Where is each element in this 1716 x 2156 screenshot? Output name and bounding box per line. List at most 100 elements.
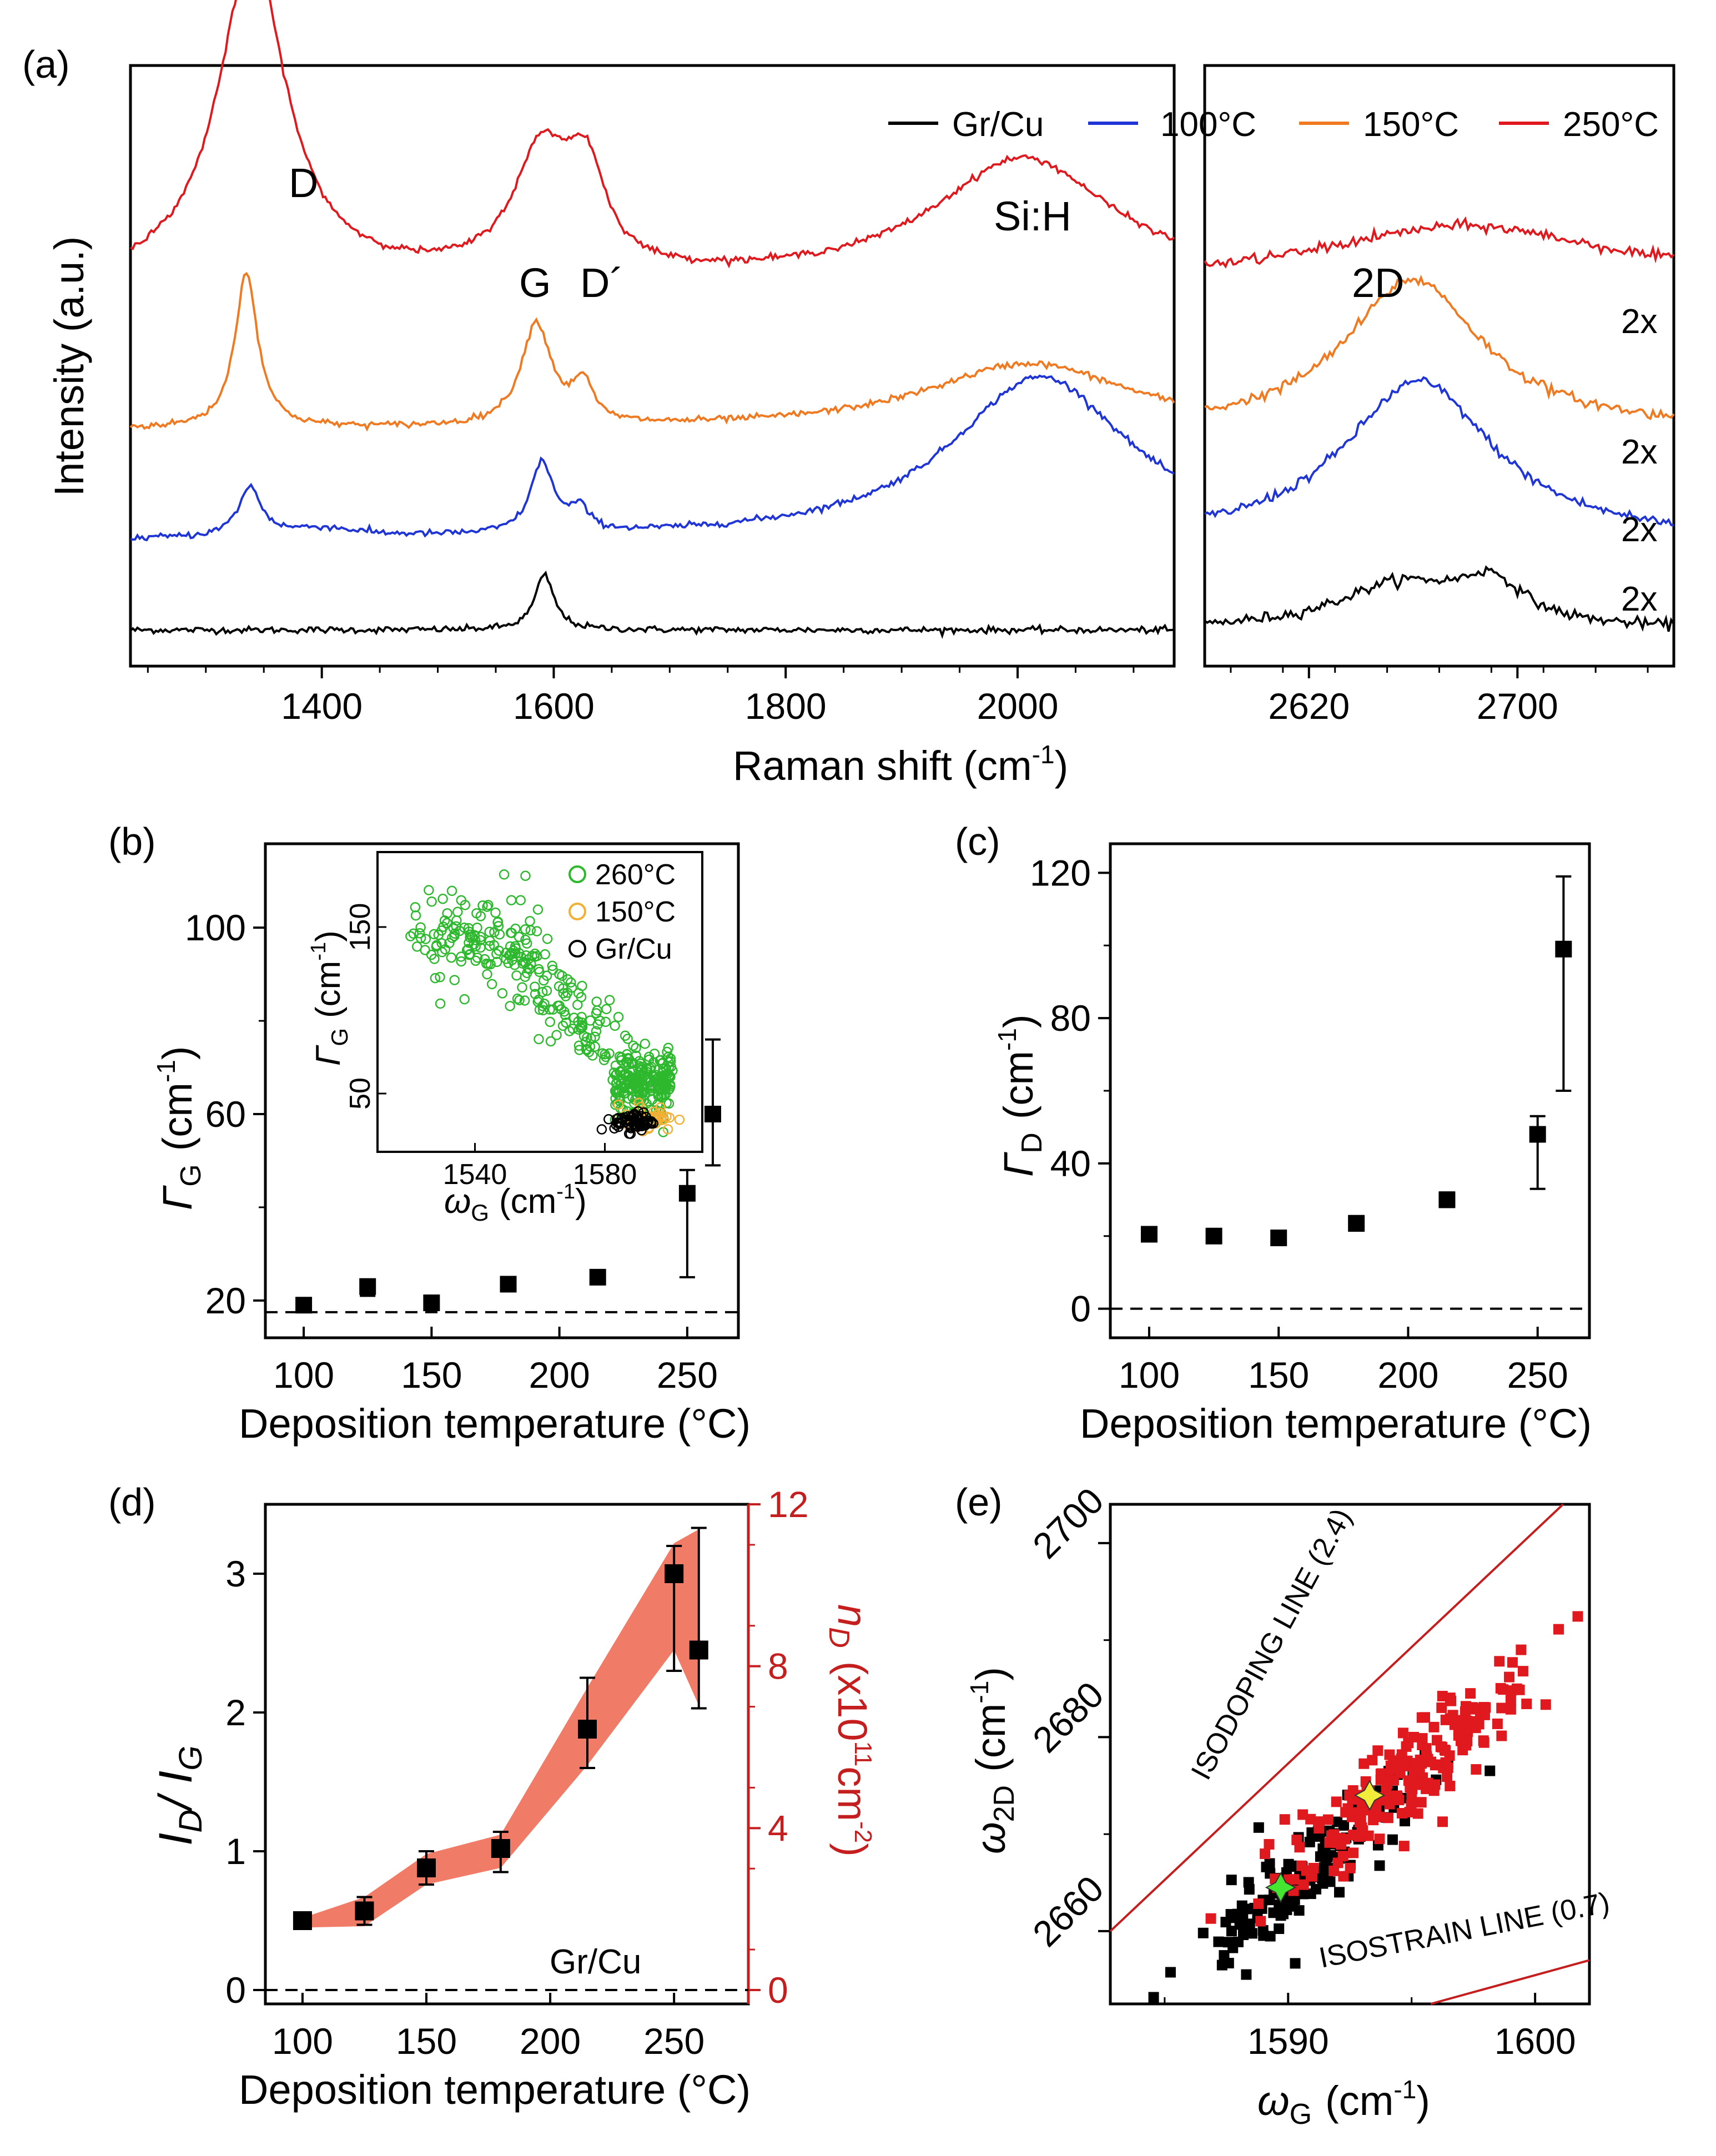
inset-point xyxy=(552,1000,563,1011)
inset-point xyxy=(626,1111,637,1122)
scatter-point-black xyxy=(1290,1958,1301,1969)
inset-point xyxy=(520,971,531,982)
scatter-point-black xyxy=(1243,1877,1254,1888)
scatter-point-red xyxy=(1412,1777,1423,1788)
inset-legend-marker-150c xyxy=(568,903,586,920)
scatter-point-red xyxy=(1367,1755,1378,1766)
inset-point xyxy=(613,1011,624,1022)
inset-point xyxy=(514,995,525,1006)
inset-point xyxy=(653,1089,663,1100)
y-tick-label: 40 xyxy=(1050,1143,1091,1184)
inset-point xyxy=(622,1057,632,1067)
inset-point xyxy=(612,1098,623,1109)
x-ticks-a: 1400 1600 1800 2000 2620 2700 xyxy=(147,666,1649,727)
scatter-point-red xyxy=(1428,1721,1440,1732)
scatter-point-red xyxy=(1504,1671,1515,1683)
scatter-point-black xyxy=(1261,1861,1272,1872)
scatter-point-red xyxy=(1355,1815,1366,1826)
scatter-point-red xyxy=(1403,1775,1414,1786)
inset-x-tick-label: 1580 xyxy=(573,1158,637,1191)
inset-legend-marker-grcu xyxy=(568,940,586,958)
scatter-point-red xyxy=(1505,1695,1516,1706)
data-point xyxy=(500,1276,517,1293)
scatter-point-red xyxy=(1445,1780,1456,1791)
scatter-point-black xyxy=(1236,1900,1247,1911)
inset-point xyxy=(647,1080,658,1091)
scatter-point-red xyxy=(1436,1702,1447,1713)
y2-tick-label: 4 xyxy=(768,1807,788,1848)
inset-point xyxy=(494,929,505,940)
inset-point xyxy=(437,894,448,904)
inset-point xyxy=(604,995,615,1005)
legend-100c: 100°C xyxy=(1160,105,1256,144)
inset-y-tick-label: 150 xyxy=(344,903,376,951)
inset-point xyxy=(431,941,442,952)
inset-point xyxy=(430,973,441,984)
inset-point xyxy=(674,1114,685,1125)
inset-point xyxy=(580,1036,591,1047)
inset-point xyxy=(658,1057,668,1068)
data-point xyxy=(295,1297,313,1314)
scatter-point-black xyxy=(1277,1906,1288,1917)
inset-point xyxy=(534,1034,544,1045)
inset-point xyxy=(557,1020,568,1031)
panel-b: (b) 100 150 200 250 20 60 100 Deposition tempe… xyxy=(108,820,751,1447)
reference-line xyxy=(1109,1503,1564,1932)
inset-point xyxy=(520,934,531,945)
x-tick-label-a: 1800 xyxy=(745,686,827,727)
inset-point xyxy=(537,1001,548,1011)
inset-b: 1540 1580 50 150 260°C 150°C Gr/Cu ωG (cm-1)… xyxy=(307,851,703,1226)
scatter-point-red xyxy=(1297,1809,1309,1820)
inset-point xyxy=(505,1001,515,1011)
scatter-point-black xyxy=(1226,1926,1237,1937)
scatter-point-red xyxy=(1480,1702,1491,1713)
scatter-point-red xyxy=(1331,1796,1342,1807)
inset-x-label: ωG (cm-1) xyxy=(444,1180,587,1226)
x-tick-label-a: 1600 xyxy=(513,686,595,727)
inset-point xyxy=(600,1016,611,1027)
scatter-point-red xyxy=(1398,1841,1410,1852)
inset-point xyxy=(485,959,496,970)
scatter-point-black xyxy=(1374,1860,1385,1871)
scatter-point-black xyxy=(1232,1936,1244,1947)
inset-point xyxy=(658,1114,670,1125)
inset-point xyxy=(597,1048,608,1059)
scatter-point-red xyxy=(1328,1829,1340,1840)
spectrum-Gr/Cu xyxy=(129,570,1175,639)
panel-e: (e) 1590 1600 2660 2680 2700 ISODOPING LINE … xyxy=(955,1480,1612,2130)
inset-point xyxy=(560,991,571,1001)
inset-point xyxy=(566,977,576,988)
x-tick-label: 250 xyxy=(1507,1354,1568,1396)
data-point xyxy=(423,1294,440,1312)
scatter-point-black xyxy=(1322,1851,1333,1862)
scatter-point-red xyxy=(1507,1657,1518,1668)
inset-y-tick-label: 50 xyxy=(344,1077,376,1110)
inset-point xyxy=(520,924,531,935)
inset-point xyxy=(641,1066,652,1077)
y2-tick-label: 8 xyxy=(768,1646,788,1687)
x-tick-label: 200 xyxy=(520,2021,581,2062)
y-tick-label: 100 xyxy=(185,907,246,948)
inset-point xyxy=(525,925,536,936)
scatter-point-red xyxy=(1375,1774,1386,1785)
y-tick-label: 0 xyxy=(225,1969,246,2011)
inset-point xyxy=(539,999,550,1009)
inset-point xyxy=(442,908,452,919)
scatter-point-red xyxy=(1496,1730,1507,1741)
yellow-star-marker xyxy=(1353,1780,1386,1811)
data-point xyxy=(355,1901,374,1921)
scatter-point-red xyxy=(1253,1898,1264,1910)
inset-point xyxy=(567,1024,578,1034)
y-tick-label: 2 xyxy=(225,1692,246,1733)
scatter-point-black xyxy=(1320,1862,1331,1873)
inset-point xyxy=(435,971,445,983)
x-tick-label: 250 xyxy=(657,1354,718,1396)
x-tick-label: 200 xyxy=(529,1354,590,1396)
x-axis-label-d: Deposition temperature (°C) xyxy=(239,2067,751,2113)
scatter-point-red xyxy=(1404,1807,1415,1818)
inset-point xyxy=(449,975,460,985)
scatter-point-red xyxy=(1205,1913,1216,1924)
scale-label-150c: 2x xyxy=(1621,433,1657,471)
